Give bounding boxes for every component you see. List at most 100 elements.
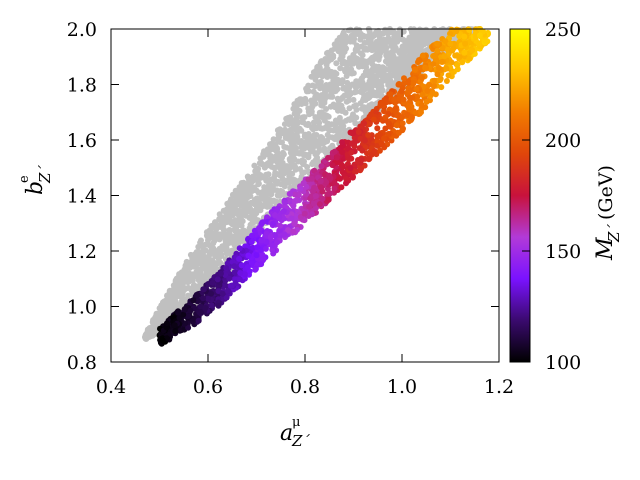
colored-point [379,100,386,107]
colored-point [345,144,351,151]
y-axis-label: b e Z´ [17,165,54,195]
grey-point [225,238,232,245]
grey-point [281,143,288,150]
grey-point [343,73,350,79]
grey-point [189,263,196,269]
grey-point [389,49,396,56]
colored-point [274,205,281,212]
grey-point [211,237,218,244]
grey-point [338,102,345,109]
colored-point [466,27,473,33]
grey-point [183,285,190,292]
colored-point [432,52,438,59]
colored-point [382,114,389,121]
grey-point [256,196,263,202]
grey-point [332,75,339,82]
colored-point [244,264,251,270]
grey-point [394,70,400,77]
grey-point [208,230,215,236]
colored-point [310,200,317,207]
colored-point [159,337,166,344]
colored-point [187,307,194,314]
grey-point [226,227,233,233]
grey-point [352,47,359,54]
colored-point [262,245,269,252]
grey-point [292,166,299,173]
grey-point [287,126,294,133]
grey-point [309,82,316,89]
grey-point [195,243,202,250]
colored-point [339,149,345,155]
colored-point [443,78,450,84]
grey-point [277,172,284,179]
colored-point [349,174,356,181]
colored-point [430,83,437,90]
colored-point [365,132,372,138]
grey-point [242,204,249,211]
grey-point [395,62,402,69]
colored-point [308,175,315,182]
grey-point [316,109,323,116]
grey-point [287,114,294,121]
grey-point [376,43,383,50]
colored-point [396,95,403,102]
colored-point [181,306,188,313]
colored-point [323,179,330,185]
colored-point [370,116,377,123]
grey-point [290,139,297,146]
colored-point [180,311,187,318]
grey-point [353,106,360,113]
colored-point [355,129,362,135]
grey-point [300,140,307,147]
grey-point [338,96,344,103]
colored-point [237,270,244,276]
colored-point [431,77,438,84]
grey-point [253,210,260,217]
colored-point [277,222,284,229]
grey-point [430,29,437,36]
colorbar-subscript: Z´ [605,224,623,243]
grey-point [267,160,273,167]
grey-point [376,35,383,42]
grey-point [251,218,257,225]
colored-point [290,202,297,209]
grey-point [256,173,263,180]
grey-point [256,200,262,207]
grey-point [247,193,254,200]
colored-point [381,108,387,115]
grey-point [368,101,375,108]
colored-point [361,120,368,127]
y-tick-label: 1.8 [67,75,97,97]
grey-point [374,81,381,88]
grey-point [350,111,356,118]
x-axis-label: a μ Z´ [280,415,310,450]
y-axis-ticks: 0.8 1.0 1.2 1.4 1.6 1.8 2.0 [67,19,499,374]
grey-point [299,119,306,126]
colored-point [253,252,260,259]
grey-point [320,114,327,121]
colored-point [224,287,231,294]
colored-point [445,72,452,79]
grey-point [362,108,369,115]
grey-point [203,232,210,239]
grey-point [306,108,313,115]
grey-point [292,126,299,133]
colored-point [359,147,366,154]
colored-point [317,201,323,208]
grey-point [280,151,287,158]
grey-point [381,73,388,80]
grey-point [187,251,194,258]
colored-point [366,121,373,128]
grey-point [332,120,339,127]
colored-point [190,297,197,304]
colored-point [410,80,417,87]
colored-point [343,175,349,182]
colored-point [392,108,399,115]
grey-point [273,136,280,143]
grey-point [303,85,310,92]
grey-point [248,177,255,184]
grey-point [318,58,325,65]
grey-point [261,184,268,191]
colored-point [326,172,333,179]
colored-point [317,184,324,191]
